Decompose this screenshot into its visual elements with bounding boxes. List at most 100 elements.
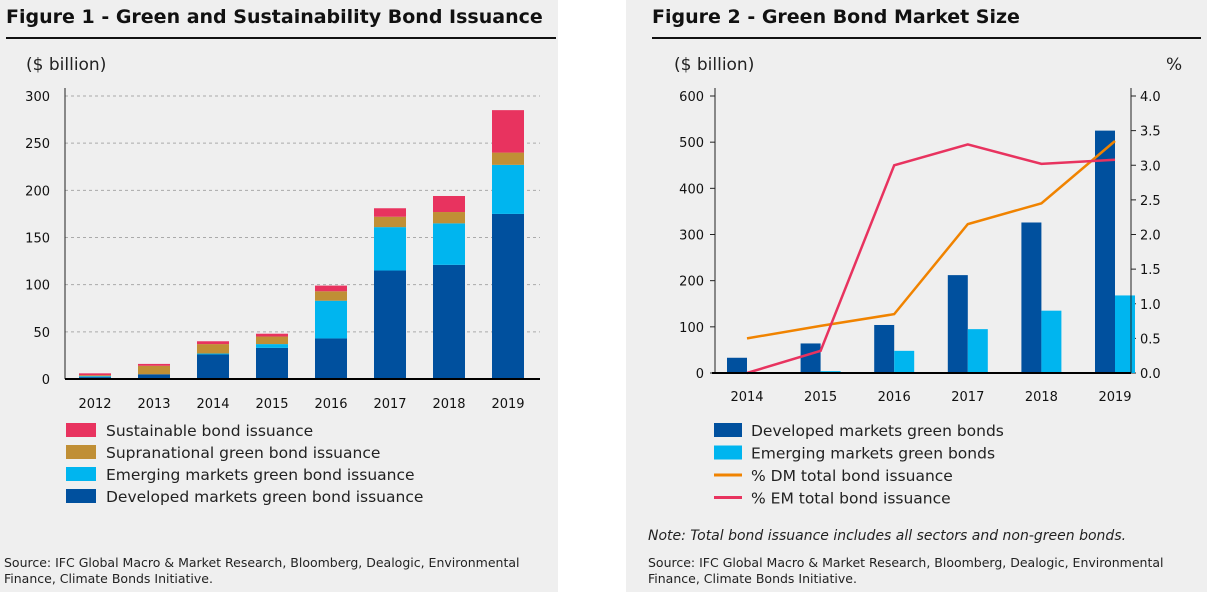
- x-tick-label: 2015: [255, 397, 288, 412]
- figure-1-source: Source: IFC Global Macro & Market Resear…: [4, 555, 520, 586]
- series-line: [746, 143, 1116, 375]
- x-tick-label: 2015: [804, 390, 837, 405]
- bar-segment: [374, 227, 406, 271]
- figure-1-title: Figure 1 - Green and Sustainability Bond…: [6, 6, 543, 28]
- bar-segment: [492, 152, 524, 165]
- bar-emerging: [1115, 295, 1135, 373]
- y2-axis-label: %: [1166, 55, 1182, 75]
- x-tick-label: 2016: [878, 390, 911, 405]
- y-tick-label: 0: [42, 373, 50, 388]
- y-tick-label: 500: [679, 136, 704, 151]
- bar-segment: [256, 344, 288, 348]
- bar-segment: [433, 264, 465, 379]
- y-tick-label: 250: [25, 137, 50, 152]
- x-tick-label: 2018: [1025, 390, 1058, 405]
- legend-label: % DM total bond issuance: [751, 467, 953, 485]
- title-rule: [652, 37, 1201, 39]
- x-tick-label: 2016: [314, 397, 347, 412]
- figure-1-panel: Figure 1 - Green and Sustainability Bond…: [0, 0, 558, 592]
- x-tick-label: 2019: [1098, 390, 1131, 405]
- bar-segment: [492, 164, 524, 214]
- bar-developed: [727, 357, 747, 373]
- legend-label: % EM total bond issuance: [751, 490, 951, 508]
- title-rule: [6, 37, 556, 39]
- x-tick-label: 2019: [491, 397, 524, 412]
- y2-tick-label: 4.0: [1140, 90, 1161, 105]
- bar-segment: [374, 208, 406, 217]
- bar-segment: [315, 285, 347, 292]
- bar-segment: [138, 363, 170, 366]
- x-tick-label: 2012: [78, 397, 111, 412]
- bar-developed: [947, 275, 968, 373]
- bar-segment: [433, 195, 465, 213]
- x-tick-label: 2013: [137, 397, 170, 412]
- series-line: [746, 140, 1116, 340]
- y-tick-label: 600: [679, 90, 704, 105]
- bar-segment: [315, 300, 347, 339]
- y2-tick-label: 3.5: [1140, 125, 1161, 140]
- bar-emerging: [967, 329, 988, 373]
- figure-2-panel: Figure 2 - Green Bond Market Size ($ bil…: [626, 0, 1207, 592]
- y-tick-label: 400: [679, 182, 704, 197]
- bar-segment: [197, 353, 229, 355]
- x-tick-label: 2017: [951, 390, 984, 405]
- figure-2-title: Figure 2 - Green Bond Market Size: [652, 6, 1020, 28]
- bar-emerging: [894, 350, 915, 373]
- bar-segment: [374, 270, 406, 379]
- bar-segment: [197, 341, 229, 345]
- x-tick-label: 2014: [730, 390, 763, 405]
- figure-2-note: Note: Total bond issuance includes all s…: [648, 528, 1127, 544]
- legend-swatch: [66, 423, 96, 437]
- bar-segment: [374, 216, 406, 228]
- bar-emerging: [1041, 310, 1062, 373]
- legend-label: Emerging markets green bonds: [751, 445, 995, 463]
- legend-swatch: [714, 423, 742, 437]
- y-tick-label: 150: [25, 232, 50, 247]
- y-tick-label: 0: [696, 367, 704, 382]
- y-axis-label: ($ billion): [26, 55, 106, 75]
- bar-segment: [433, 212, 465, 224]
- y-tick-label: 100: [679, 321, 704, 336]
- legend-swatch: [714, 445, 742, 460]
- y2-tick-label: 2.5: [1140, 194, 1161, 209]
- figure-2-source: Source: IFC Global Macro & Market Resear…: [648, 555, 1164, 586]
- y2-tick-label: 2.0: [1140, 229, 1161, 244]
- bar-segment: [315, 338, 347, 379]
- bar-segment: [79, 373, 111, 376]
- x-tick-label: 2014: [196, 397, 229, 412]
- bar-segment: [138, 374, 170, 379]
- y-axis-label: ($ billion): [674, 55, 754, 75]
- legend-label: Sustainable bond issuance: [106, 422, 313, 440]
- legend-label: Developed markets green bonds: [751, 422, 1004, 440]
- y2-tick-label: 1.5: [1140, 263, 1161, 278]
- bar-segment: [256, 336, 288, 345]
- bar-developed: [1021, 222, 1042, 373]
- bar-segment: [138, 365, 170, 375]
- y-tick-label: 300: [25, 90, 50, 105]
- y2-tick-label: 3.0: [1140, 159, 1161, 174]
- x-tick-label: 2018: [432, 397, 465, 412]
- legend-swatch: [66, 467, 96, 481]
- x-tick-label: 2017: [373, 397, 406, 412]
- bar-developed: [800, 343, 821, 373]
- y-tick-label: 200: [25, 184, 50, 199]
- bar-segment: [79, 376, 111, 378]
- legend-label: Emerging markets green bond issuance: [106, 466, 415, 484]
- bar-segment: [315, 291, 347, 301]
- y2-tick-label: 0.5: [1140, 332, 1161, 347]
- legend-label: Developed markets green bond issuance: [106, 488, 423, 506]
- legend-swatch: [66, 489, 96, 503]
- legend-swatch: [66, 445, 96, 459]
- legend-label: Supranational green bond issuance: [106, 444, 380, 462]
- bar-segment: [197, 354, 229, 379]
- bar-segment: [79, 375, 111, 377]
- bar-segment: [492, 110, 524, 153]
- bar-segment: [256, 333, 288, 337]
- bar-developed: [874, 324, 895, 373]
- bar-developed: [1095, 130, 1115, 373]
- y2-tick-label: 0.0: [1140, 367, 1161, 382]
- y-tick-label: 300: [679, 229, 704, 244]
- bar-segment: [433, 223, 465, 265]
- y2-tick-label: 1.0: [1140, 298, 1161, 313]
- bar-segment: [492, 213, 524, 379]
